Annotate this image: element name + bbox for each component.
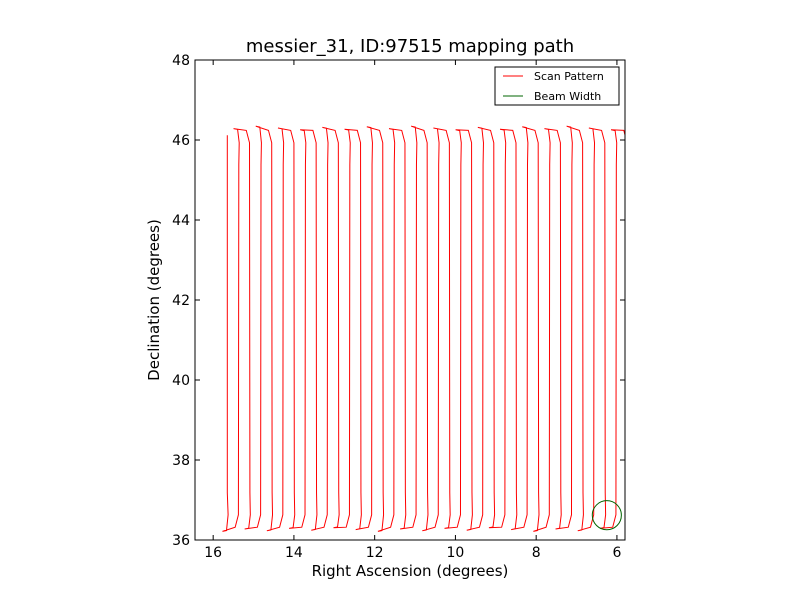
y-tick-label: 38 bbox=[172, 453, 190, 469]
y-tick-label: 46 bbox=[172, 133, 190, 149]
x-tick-label: 8 bbox=[532, 545, 541, 561]
x-axis-label: Right Ascension (degrees) bbox=[312, 562, 509, 580]
legend: Scan Pattern Beam Width bbox=[494, 66, 620, 106]
y-tick-label: 40 bbox=[172, 373, 190, 389]
beam-width-layer bbox=[591, 500, 622, 531]
scan-pattern-layer bbox=[222, 125, 625, 532]
y-tick-label: 44 bbox=[172, 213, 190, 229]
legend-label-scan: Scan Pattern bbox=[534, 70, 604, 83]
y-tick-label: 42 bbox=[172, 293, 190, 309]
y-tick-label: 36 bbox=[172, 533, 190, 549]
x-tick-label: 10 bbox=[447, 545, 465, 561]
x-tick-label: 6 bbox=[612, 545, 621, 561]
legend-label-beam: Beam Width bbox=[534, 90, 601, 103]
x-tick-label: 16 bbox=[204, 545, 222, 561]
x-tick-label: 14 bbox=[285, 545, 303, 561]
beam-width-circle bbox=[591, 500, 622, 531]
legend-box bbox=[494, 66, 620, 106]
x-axis-ticks: 16 14 12 10 8 6 bbox=[204, 60, 621, 561]
y-axis-ticks: 36 38 40 42 44 46 48 bbox=[172, 53, 625, 549]
y-tick-label: 48 bbox=[172, 53, 190, 69]
y-axis-label: Declination (degrees) bbox=[145, 219, 163, 381]
x-tick-label: 12 bbox=[366, 545, 384, 561]
chart-title: messier_31, ID:97515 mapping path bbox=[246, 36, 574, 57]
scan-pattern-line bbox=[222, 125, 625, 532]
